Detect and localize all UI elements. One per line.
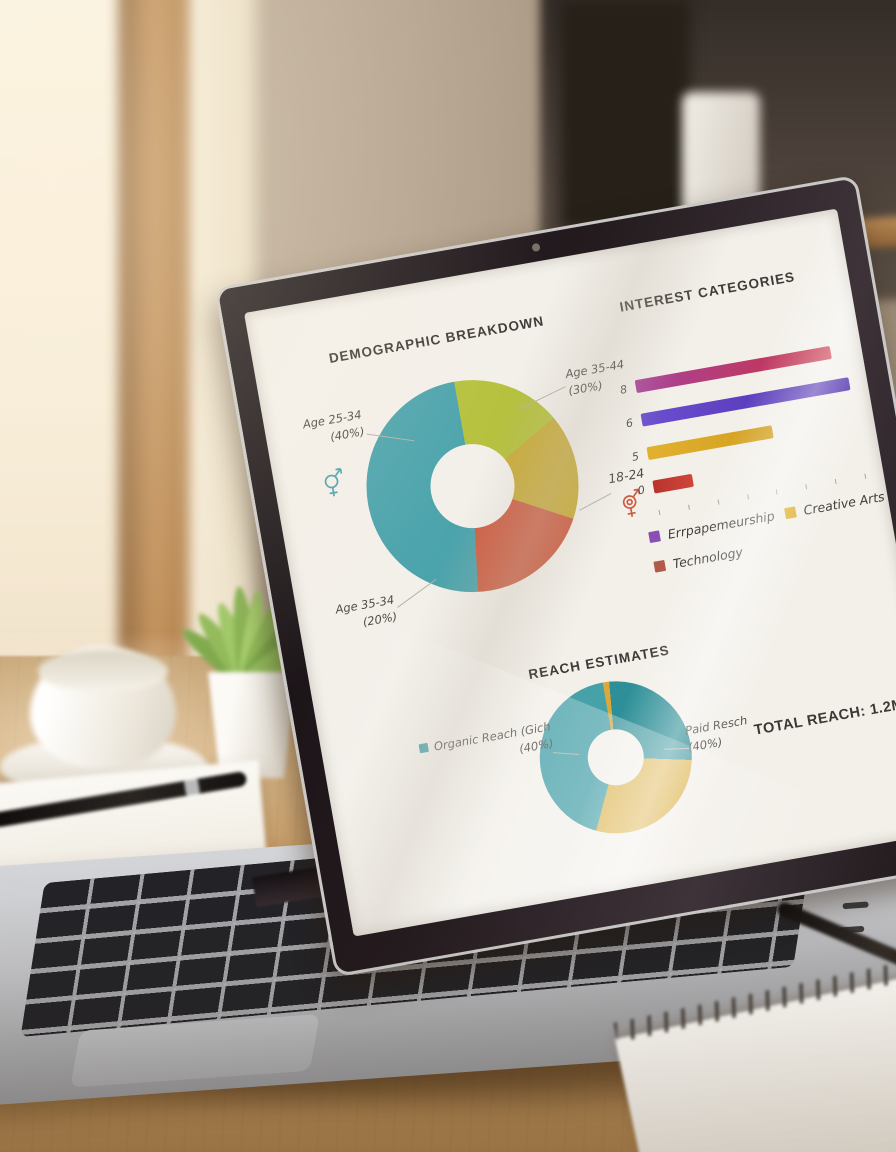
bar-creative-arts: [646, 425, 774, 461]
bar-technology: [652, 473, 695, 494]
coffee-cup-rim: [38, 650, 168, 692]
legend-swatch: [418, 742, 429, 754]
shelf-dark-object: [560, 0, 690, 230]
axis-tick-label: 8: [618, 382, 629, 397]
axis-tick-label: 5: [630, 449, 640, 464]
laptop-port: [842, 901, 869, 910]
slice-label-age-25-34: Age 25-34 (40%): [301, 407, 366, 444]
legend-swatch: [648, 530, 661, 544]
axis-tick-label: 0: [636, 482, 646, 497]
legend-item-entrepreneurship: Errpapemeurship: [648, 508, 776, 545]
webcam-dot: [530, 242, 541, 253]
gender-icon: [622, 488, 641, 517]
organic-reach-label: Organic Reach (Gich (40%): [356, 718, 555, 785]
legend-item-creative-arts: Creative Arts: [784, 489, 886, 521]
demographic-title: DEMOGRAPHIC BREAKDOWN: [327, 313, 546, 366]
legend-swatch: [653, 559, 667, 573]
slice-label-age-35-34: Age 35-34 (20%): [334, 592, 399, 629]
axis-tick-label: 6: [624, 415, 634, 430]
screen-glare: [244, 615, 832, 937]
legend-item-technology: Technology: [653, 544, 744, 574]
demographic-donut-chart: [349, 363, 596, 609]
leader-line: [579, 493, 612, 511]
interests-title: INTEREST CATEGORIES: [618, 269, 797, 315]
total-reach-value: TOTAL REACH: 1.2M: [752, 696, 896, 739]
pen-band: [183, 778, 201, 796]
leader-line: [397, 578, 437, 608]
laptop-screen: DEMOGRAPHIC BREAKDOWN Age 25-34 (40%) Ag…: [214, 174, 896, 978]
reach-donut-chart: [527, 669, 704, 846]
gender-icon: [324, 467, 343, 497]
legend-swatch: [784, 506, 797, 520]
dashboard-display: DEMOGRAPHIC BREAKDOWN Age 25-34 (40%) Ag…: [244, 208, 896, 937]
